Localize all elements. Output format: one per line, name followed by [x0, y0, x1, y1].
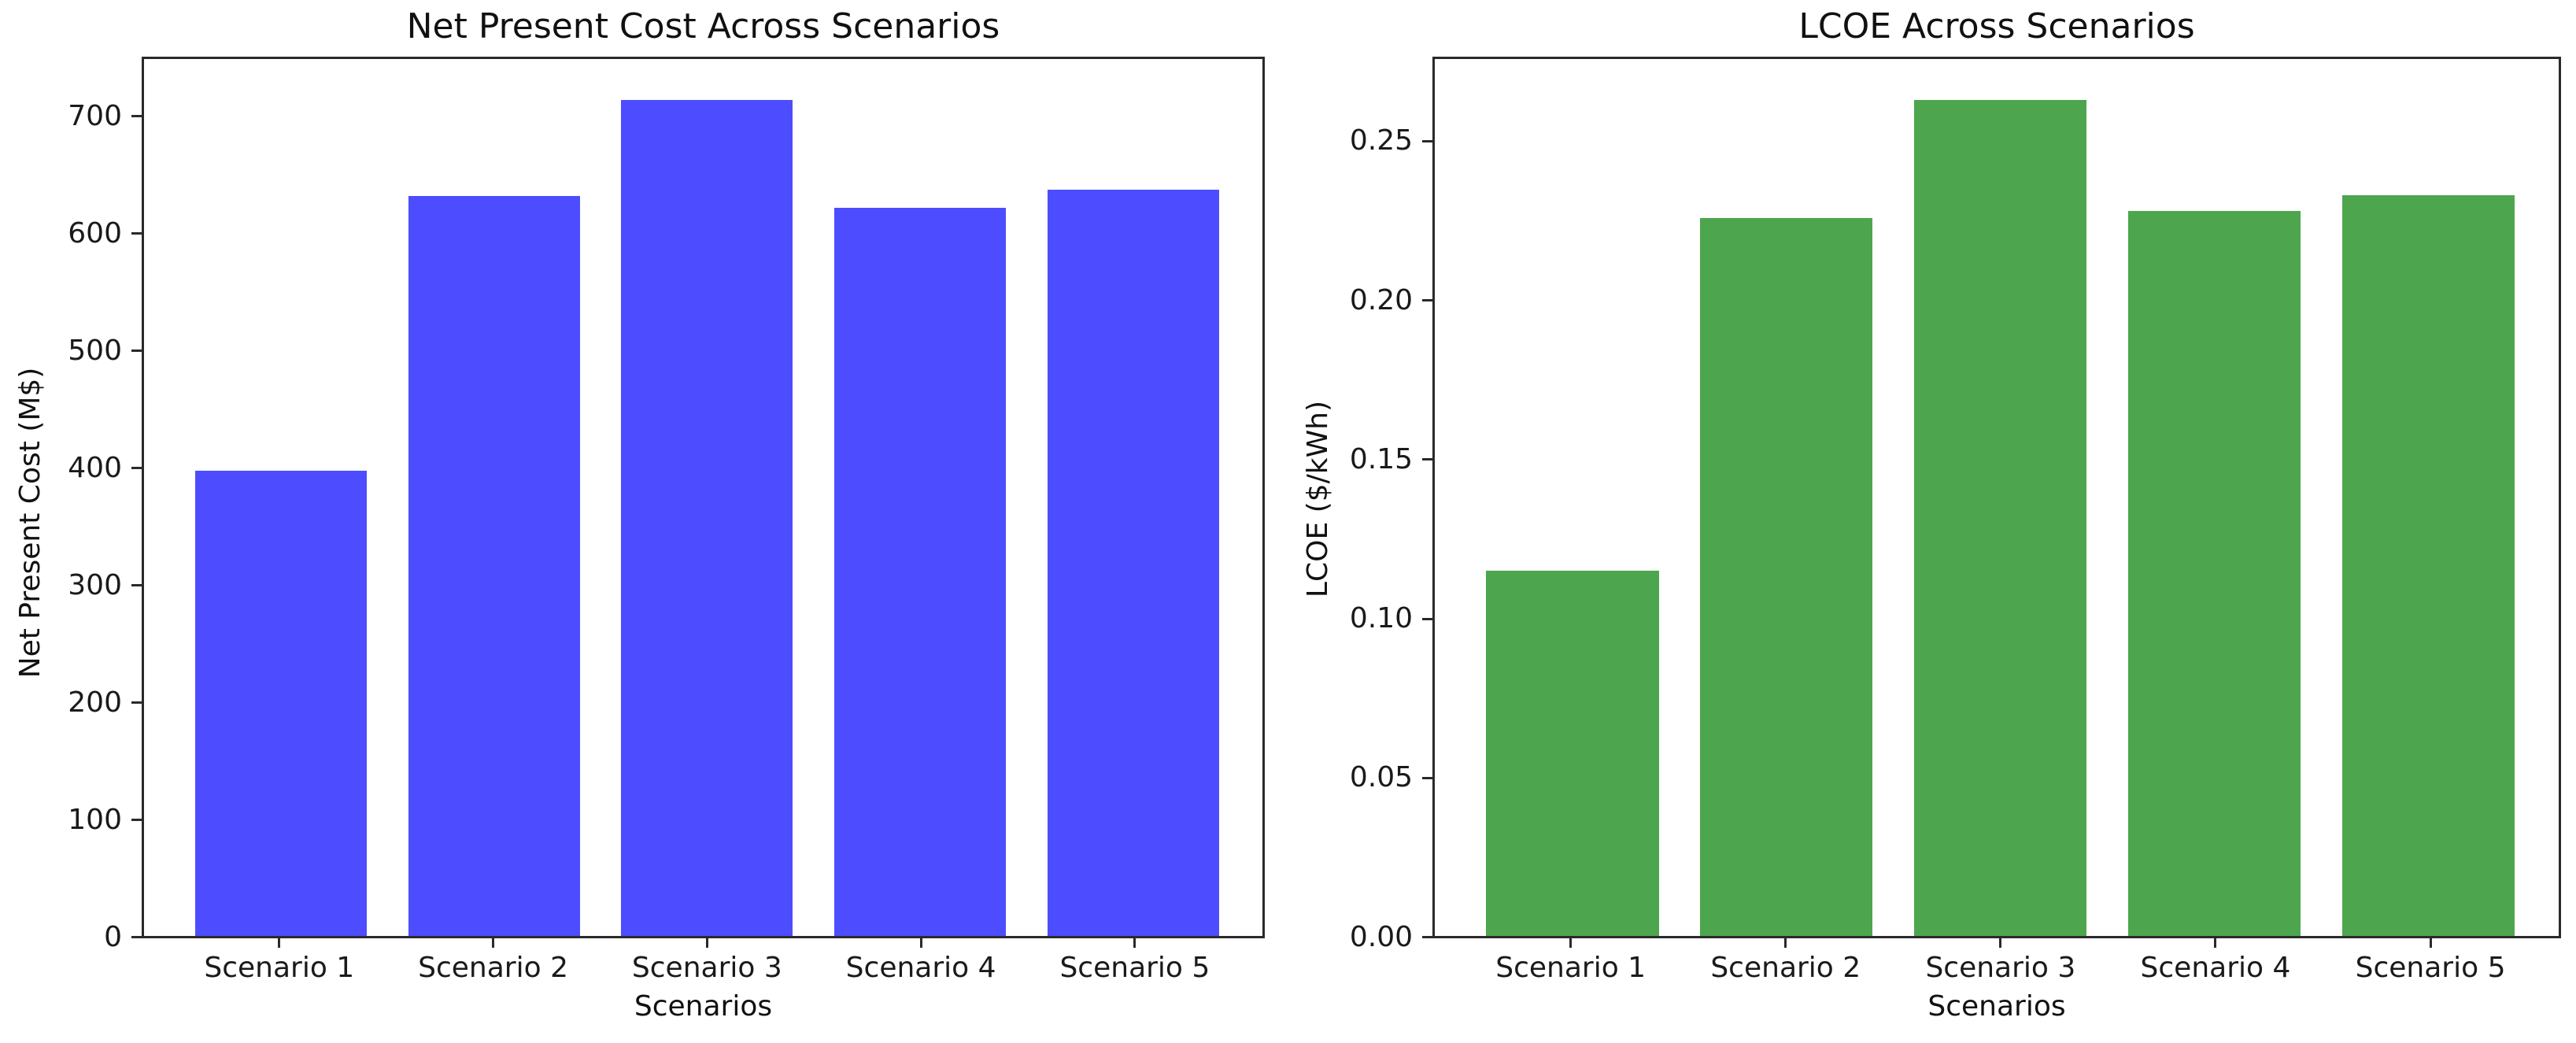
y-tick-label: 200 — [68, 686, 122, 719]
bar-scenario-3 — [621, 99, 793, 936]
y-tick-label: 0 — [104, 920, 122, 953]
x-tick-mark — [278, 938, 281, 948]
x-tick-mark — [1784, 938, 1787, 948]
x-tick-mark — [919, 938, 922, 948]
y-tick-mark — [1422, 617, 1432, 620]
y-tick-label: 0.25 — [1349, 124, 1413, 157]
x-tick-mark — [1999, 938, 2002, 948]
x-tick-mark — [1133, 938, 1136, 948]
x-axis-label: Scenarios — [1927, 990, 2066, 1023]
x-tick-label: Scenario 2 — [418, 952, 568, 984]
y-tick-mark — [131, 819, 142, 821]
y-tick-mark — [131, 232, 142, 235]
plot-area — [142, 57, 1265, 938]
x-tick-label: Scenario 5 — [1059, 952, 1210, 984]
bar-scenario-5 — [1047, 190, 1219, 936]
y-tick-mark — [131, 584, 142, 587]
y-tick-mark — [1422, 458, 1432, 461]
bar-scenario-5 — [2342, 195, 2515, 936]
x-tick-label: Scenario 1 — [1495, 952, 1646, 984]
bar-scenario-2 — [1700, 217, 1873, 936]
x-tick-label: Scenario 1 — [204, 952, 355, 984]
y-tick-mark — [131, 467, 142, 470]
x-tick-mark — [492, 938, 495, 948]
bar-scenario-1 — [195, 470, 368, 936]
y-tick-mark — [131, 350, 142, 353]
y-tick-label: 0.15 — [1349, 442, 1413, 475]
y-tick-label: 400 — [68, 451, 122, 484]
x-tick-label: Scenario 4 — [2140, 952, 2291, 984]
x-tick-label: Scenario 5 — [2355, 952, 2506, 984]
bar-scenario-1 — [1486, 571, 1659, 936]
x-tick-label: Scenario 4 — [845, 952, 996, 984]
y-tick-label: 0.00 — [1349, 920, 1413, 953]
y-tick-label: 0.05 — [1349, 761, 1413, 794]
y-tick-mark — [1422, 936, 1432, 938]
x-axis-label: Scenarios — [634, 990, 773, 1023]
bar-scenario-4 — [833, 207, 1006, 936]
y-tick-mark — [1422, 299, 1432, 302]
y-tick-mark — [1422, 776, 1432, 779]
x-tick-mark — [2429, 938, 2432, 948]
x-tick-mark — [705, 938, 708, 948]
bar-scenario-3 — [1914, 99, 2087, 936]
chart-title: LCOE Across Scenarios — [1798, 6, 2195, 46]
y-tick-mark — [131, 701, 142, 704]
y-tick-label: 0.10 — [1349, 602, 1413, 635]
y-tick-mark — [131, 936, 142, 938]
y-tick-label: 100 — [68, 803, 122, 836]
x-tick-label: Scenario 2 — [1710, 952, 1861, 984]
x-tick-label: Scenario 3 — [631, 952, 782, 984]
bar-scenario-4 — [2128, 211, 2301, 936]
y-tick-label: 500 — [68, 334, 122, 367]
y-tick-label: 0.20 — [1349, 283, 1413, 316]
y-tick-label: 300 — [68, 568, 122, 601]
y-tick-mark — [1422, 139, 1432, 142]
y-tick-label: 700 — [68, 99, 122, 132]
x-tick-mark — [2214, 938, 2217, 948]
x-tick-label: Scenario 3 — [1925, 952, 2076, 984]
chart-title: Net Present Cost Across Scenarios — [406, 6, 1000, 46]
bar-scenario-2 — [408, 195, 580, 936]
y-tick-label: 600 — [68, 216, 122, 250]
x-tick-mark — [1569, 938, 1573, 948]
y-tick-mark — [131, 115, 142, 118]
plot-area — [1432, 57, 2561, 938]
